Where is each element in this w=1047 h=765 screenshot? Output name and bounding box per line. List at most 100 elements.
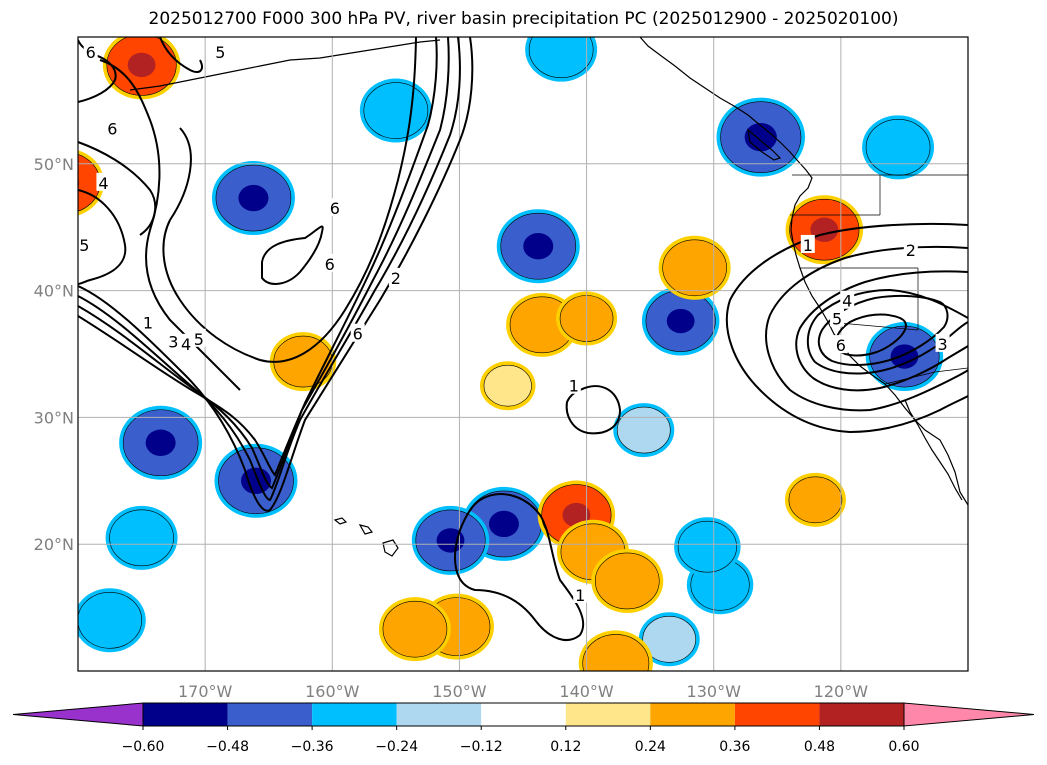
colorbar-segment	[143, 703, 228, 726]
pv-contour-nw-2	[78, 189, 127, 285]
map-background	[78, 37, 968, 671]
pv-contour-trough-5	[162, 37, 417, 363]
chart-title: 2025012700 F000 300 hPa PV, river basin …	[148, 9, 899, 29]
colorbar-segment	[819, 703, 904, 726]
map-frame	[77, 36, 969, 672]
vancouver-island	[747, 128, 782, 161]
contour-label-bg	[800, 234, 815, 253]
contour-label-bg	[166, 331, 181, 350]
contour-label: 5	[79, 236, 89, 255]
contour-label: 1	[575, 586, 585, 605]
precip-region	[109, 509, 174, 567]
precip-region-core	[238, 184, 269, 212]
lon-tick-label: 160°W	[305, 682, 360, 701]
lon-tick-label: 130°W	[687, 682, 742, 701]
us-mexico-border	[884, 367, 968, 385]
precip-region	[78, 591, 143, 649]
lon-tick-label: 120°W	[814, 682, 869, 701]
pv-contour-nw-3	[78, 141, 157, 236]
lon-tick-label: 140°W	[559, 682, 614, 701]
precipitation-shading	[78, 37, 944, 671]
precip-region-core	[488, 510, 519, 538]
colorbar-segment	[312, 703, 397, 726]
contour-label: 5	[194, 330, 204, 349]
pv-contour-closed-1-mid	[565, 385, 622, 435]
latitude-tick-labels: 20°N 30°N 40°N 50°N	[34, 155, 74, 554]
state-border-1	[790, 175, 919, 331]
colorbar-tick-label: −0.48	[206, 739, 249, 755]
lat-tick-label: 40°N	[34, 282, 74, 301]
colorbar-extend-max	[903, 702, 1035, 727]
precip-region	[382, 600, 448, 658]
colorbar-tick-label: −0.36	[291, 739, 334, 755]
pv-contour-ridge-6	[834, 313, 908, 357]
colorbar-tick-label: 0.48	[804, 739, 835, 755]
pv-contour-trough-2	[78, 37, 461, 502]
contour-label: 6	[86, 43, 96, 62]
precip-region	[788, 476, 843, 524]
lat-tick-label: 20°N	[34, 535, 74, 554]
colorbar-tick-label: −0.12	[460, 739, 503, 755]
colorbar-tick-label: 0.60	[888, 739, 919, 755]
contour-label: 4	[181, 335, 191, 354]
pv-contour-trough-4	[78, 37, 438, 477]
precip-region	[483, 364, 532, 407]
contour-label: 4	[98, 174, 108, 193]
precip-region	[582, 634, 650, 671]
pv-contour-ridge-2	[765, 245, 968, 412]
pv-contour-ridge-5	[817, 294, 949, 366]
contour-label: 6	[325, 255, 335, 274]
precip-region-core	[78, 177, 80, 188]
baja-peninsula	[904, 399, 963, 501]
contour-label: 3	[168, 332, 178, 351]
colorbar-segment	[227, 703, 313, 726]
aleutian-islands	[129, 39, 441, 91]
colorbar-frame	[142, 702, 905, 727]
lat-tick-label: 30°N	[34, 408, 74, 427]
contour-label-bg	[179, 333, 194, 352]
precip-region-core	[127, 52, 156, 78]
pv-contour-ring-6	[261, 225, 324, 285]
precip-region-core	[890, 344, 919, 369]
contour-label: 2	[391, 269, 401, 288]
precip-region-core	[436, 528, 465, 553]
contour-label: 6	[836, 336, 846, 355]
colorbar	[12, 702, 1035, 727]
pv-contour-ridge-1	[725, 222, 968, 434]
contour-label-bg	[573, 584, 588, 603]
contour-label-bg	[388, 267, 403, 286]
coastlines	[129, 37, 968, 557]
contour-label: 1	[143, 313, 153, 332]
contour-label-bg	[191, 328, 206, 347]
precip-region-core	[145, 429, 176, 456]
longitude-tick-labels: 170°W 160°W 150°W 140°W 130°W 120°W	[178, 682, 868, 701]
precip-region	[642, 615, 697, 663]
contour-label: 5	[215, 43, 225, 62]
lat-tick-label: 50°N	[34, 155, 74, 174]
colorbar-segment	[734, 703, 820, 726]
precip-region	[594, 552, 660, 610]
contour-label-bg	[140, 312, 155, 331]
north-america-coast	[639, 37, 968, 506]
contour-label-bg	[935, 333, 950, 352]
precip-region-core	[666, 308, 695, 334]
pv-contour-top-5	[159, 37, 203, 73]
contour-label-bg	[903, 240, 918, 259]
precip-region	[865, 119, 931, 176]
colorbar-extend-min	[12, 702, 144, 727]
precip-region	[616, 406, 671, 454]
contour-label: 1	[569, 377, 579, 396]
colorbar-tick-label: −0.60	[122, 739, 165, 755]
contour-label-bg	[322, 253, 337, 272]
contour-label: 6	[353, 325, 363, 344]
colorbar-tick-label: 0.36	[719, 739, 750, 755]
contour-label: 6	[107, 119, 117, 138]
contour-label-bg	[350, 323, 365, 342]
contour-label: 3	[937, 335, 947, 354]
contour-label: 1	[803, 236, 813, 255]
lon-tick-label: 150°W	[432, 682, 487, 701]
pv-contour-ridge-3	[795, 270, 968, 392]
